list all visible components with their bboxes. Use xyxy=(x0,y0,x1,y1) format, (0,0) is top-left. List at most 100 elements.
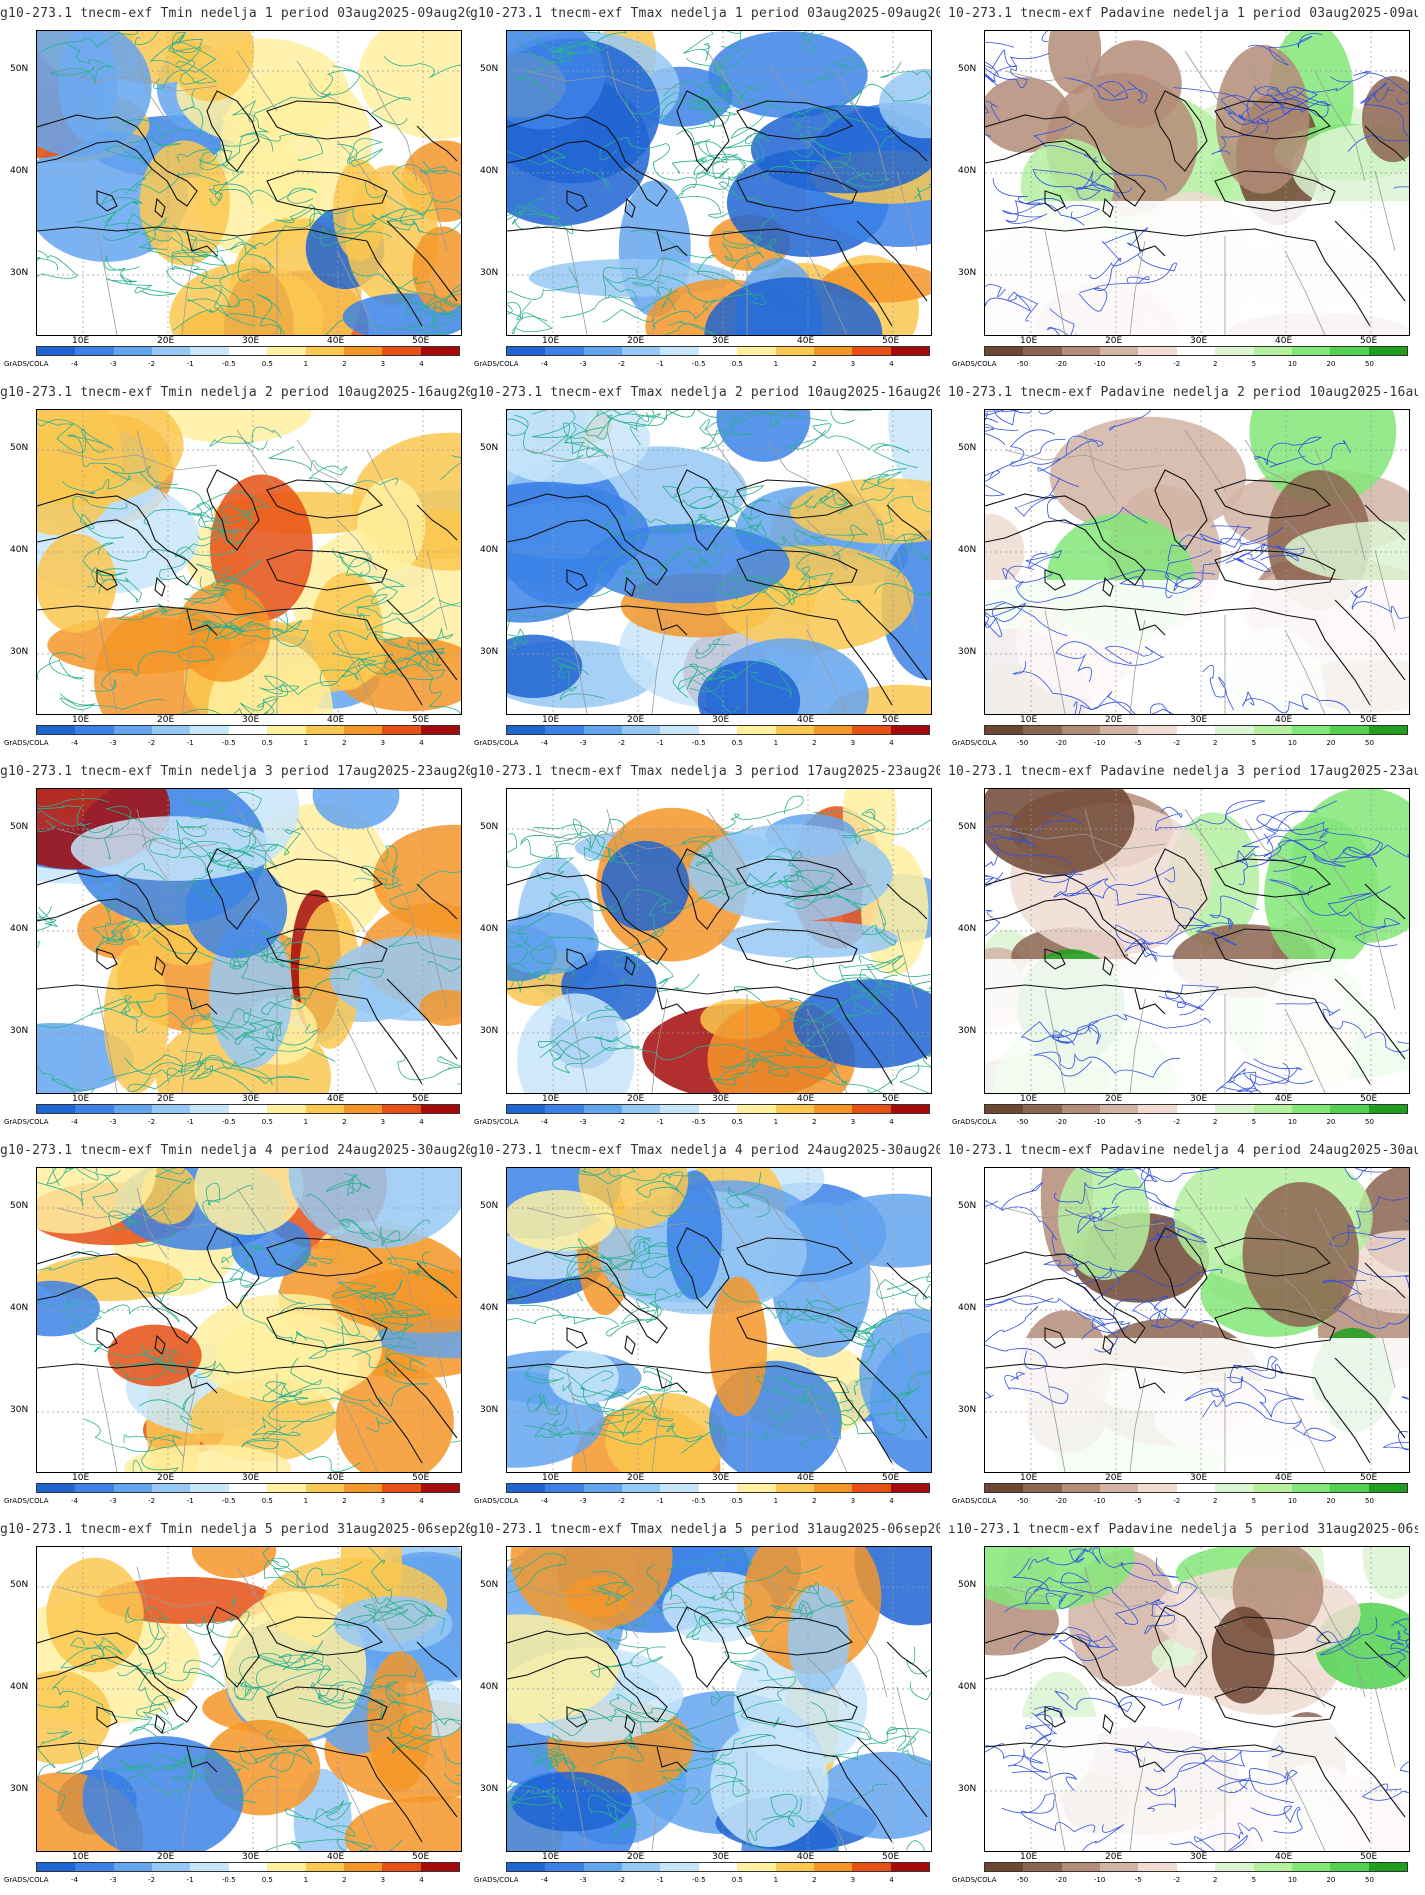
anomaly-blob xyxy=(787,1585,850,1695)
latitude-label: 30N xyxy=(958,1026,977,1036)
contour-line xyxy=(572,1267,655,1302)
coastline xyxy=(985,872,1146,965)
contour-line xyxy=(985,1744,1078,1791)
contour-line xyxy=(520,818,625,880)
latitude-label: 50N xyxy=(958,1580,977,1590)
colorbar-swatch xyxy=(622,347,661,355)
colorbar-swatch xyxy=(890,726,929,734)
contour-line xyxy=(65,1168,121,1177)
colorbar-tick-label: -2 xyxy=(1173,1118,1181,1126)
contour-line xyxy=(587,1794,641,1839)
map-svg xyxy=(507,410,931,714)
colorbar-tick-label: 4 xyxy=(889,739,894,747)
coastline xyxy=(656,1367,688,1394)
map-panel: g10-273.1 tnecm-exf Tmin nedelja 5 perio… xyxy=(0,1516,470,1895)
colorbar-tick-label: 20 xyxy=(1326,739,1336,747)
longitude-label: 30E xyxy=(712,1852,730,1862)
panel-title: g10-273.1 tnecm-exf Tmax nedelja 5 perio… xyxy=(470,1522,940,1537)
colorbar-tick-label: 3 xyxy=(850,1118,856,1126)
colorbar-tick-label: 0.5 xyxy=(731,1118,743,1126)
coastline xyxy=(736,479,853,519)
colorbar-tick-label: 0.5 xyxy=(261,1497,273,1505)
colorbar-tick-label: -1 xyxy=(186,1118,194,1126)
longitude-label: 10E xyxy=(72,715,90,725)
coastline xyxy=(1314,1377,1371,1464)
anomaly-blob xyxy=(985,789,1135,875)
colorbar-source-label: GrADS/COLA xyxy=(4,1497,49,1505)
contour-line xyxy=(1170,1822,1263,1851)
longitude-label: 10E xyxy=(542,1473,560,1483)
contour-line xyxy=(1064,77,1148,104)
coastline xyxy=(566,190,588,212)
contour-line xyxy=(905,1840,925,1851)
map-area xyxy=(506,1546,932,1852)
contour-line xyxy=(1266,840,1381,872)
country-border xyxy=(56,70,218,92)
coastline xyxy=(985,1630,1146,1723)
latitude-label: 50N xyxy=(480,443,499,453)
contour-line xyxy=(1027,1547,1093,1571)
contour-line xyxy=(385,1685,461,1726)
colorbar-swatch xyxy=(852,726,891,734)
coastline xyxy=(624,576,636,597)
contour-line xyxy=(1069,1547,1179,1578)
contour-line xyxy=(1361,1761,1409,1801)
contour-line xyxy=(63,1298,180,1323)
colorbar-swatch xyxy=(545,726,584,734)
contour-line xyxy=(692,1606,743,1640)
coastline xyxy=(566,1327,588,1349)
contour-line xyxy=(794,524,868,561)
colorbar xyxy=(36,346,460,356)
longitude-label: 30E xyxy=(242,1094,260,1104)
colorbar-swatch xyxy=(890,1484,929,1492)
country-border xyxy=(366,1207,418,1319)
colorbar-tick-label: 1 xyxy=(773,1497,779,1505)
coastline xyxy=(416,1262,458,1299)
colorbar-swatch xyxy=(420,1105,459,1113)
coastline xyxy=(1334,599,1406,681)
colorbar-swatch xyxy=(190,1484,229,1492)
colorbar-tick-label: 20 xyxy=(1326,1497,1336,1505)
contour-line xyxy=(507,1785,563,1814)
country-border xyxy=(56,828,218,850)
map-area xyxy=(36,1546,462,1852)
contour-line xyxy=(735,566,817,606)
contour-line xyxy=(715,1050,792,1086)
country-border xyxy=(1004,70,1166,92)
contour-line xyxy=(720,31,742,48)
contour-line xyxy=(560,1238,598,1292)
contour-line xyxy=(603,1391,674,1436)
contour-line xyxy=(985,1295,1119,1353)
contour-line xyxy=(776,1298,867,1323)
colorbar-tick-label: 5 xyxy=(1251,1876,1257,1884)
colorbar-swatch xyxy=(228,347,268,355)
longitude-label: 30E xyxy=(712,715,730,725)
contour-line xyxy=(268,1396,393,1432)
contour-line xyxy=(1032,169,1133,193)
panel-title: 10-273.1 tnecm-exf Padavine nedelja 4 pe… xyxy=(948,1143,1418,1158)
colorbar-swatch xyxy=(420,1484,459,1492)
contour-line xyxy=(879,818,931,835)
latitude-label: 40N xyxy=(480,924,499,934)
coastline xyxy=(736,858,853,898)
contour-line xyxy=(1061,866,1176,899)
coastline xyxy=(1314,998,1371,1085)
colorbar-swatch xyxy=(1291,726,1331,734)
contour-line xyxy=(657,1419,703,1454)
latitude-label: 50N xyxy=(480,1201,499,1211)
map-svg xyxy=(985,31,1409,335)
country-border xyxy=(526,1586,688,1608)
contour-line xyxy=(985,410,1032,426)
longitude-label: 20E xyxy=(157,1094,175,1104)
contour-line xyxy=(347,1603,437,1629)
contour-line xyxy=(37,652,86,681)
contour-line xyxy=(268,446,399,495)
country-border xyxy=(1004,828,1166,850)
contour-line xyxy=(352,1292,426,1358)
country-border xyxy=(566,230,588,335)
contour-line xyxy=(386,1251,456,1293)
contour-line xyxy=(632,1564,690,1627)
colorbar-swatch xyxy=(267,1484,306,1492)
colorbar-swatch xyxy=(1368,726,1407,734)
colorbar-tick-label: -1 xyxy=(186,1876,194,1884)
